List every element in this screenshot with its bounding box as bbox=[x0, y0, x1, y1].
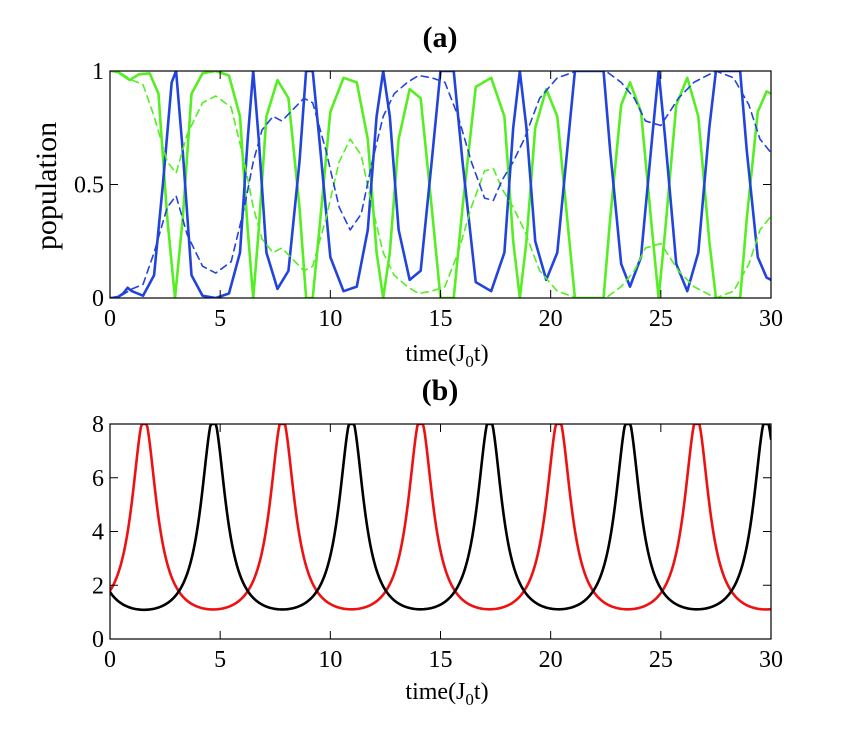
panel-a-series-green-solid bbox=[110, 71, 771, 298]
panel-b-xlabel: time(J0t) bbox=[405, 679, 488, 709]
panel-b-ytick-label: 8 bbox=[92, 412, 104, 438]
panel-b-xtick-label: 5 bbox=[214, 647, 226, 673]
panel-a-xtick-label: 10 bbox=[318, 306, 342, 332]
panel-a-series bbox=[110, 71, 771, 298]
panel-a-xtick-label: 20 bbox=[539, 306, 563, 332]
panel-a-series-green-dashed bbox=[110, 71, 771, 298]
panel-b-ytick-label: 6 bbox=[92, 466, 104, 492]
panel-b-ytick-label: 4 bbox=[92, 520, 104, 546]
panel-a-xtick-label: 5 bbox=[214, 306, 226, 332]
panel-a-xlabel: time(J0t) bbox=[405, 341, 488, 371]
panel-a-ytick-label: 0.5 bbox=[74, 173, 104, 199]
panel-a-series-blue-dashed bbox=[110, 71, 771, 298]
panel-b-title: (b) bbox=[422, 374, 459, 407]
panel-b-xtick-label: 20 bbox=[539, 647, 563, 673]
panel-a-ticks: 0 5 10 15 20 25 30 0 0.5 1 bbox=[74, 59, 783, 332]
panel-b-axes-box bbox=[109, 423, 772, 640]
panel-a-xtick-label: 15 bbox=[429, 306, 453, 332]
panel-b-xtick-label: 25 bbox=[649, 647, 673, 673]
panel-a-ylabel: population bbox=[30, 122, 63, 250]
panel-b-ytick-label: 2 bbox=[92, 573, 104, 599]
panel-b-series bbox=[110, 424, 771, 612]
panel-b-xtick-label: 0 bbox=[104, 647, 116, 673]
panel-a-xtick-label: 0 bbox=[104, 306, 116, 332]
panel-a-ytick-label: 1 bbox=[92, 59, 104, 85]
panel-a-axes-box bbox=[109, 70, 772, 299]
panel-a-xtick-label: 25 bbox=[649, 306, 673, 332]
panel-b-xtick-label: 30 bbox=[759, 647, 783, 673]
panel-a-series-blue-solid bbox=[110, 71, 771, 298]
panel-a-ytick-label: 0 bbox=[92, 286, 104, 312]
panel-a-title: (a) bbox=[423, 21, 458, 54]
panel-b-xtick-label: 10 bbox=[318, 647, 342, 673]
panel-a-xtick-label: 30 bbox=[759, 306, 783, 332]
panel-b-series-black bbox=[110, 424, 771, 612]
panel-b: (b) 0 5 10 15 20 25 30 0 2 4 6 8 time(J0t) bbox=[92, 374, 783, 709]
panel-b-ticks: 0 5 10 15 20 25 30 0 2 4 6 8 bbox=[92, 412, 783, 673]
panel-b-ytick-label: 0 bbox=[92, 627, 104, 653]
panel-b-series-red bbox=[110, 424, 771, 611]
panel-a: (a) 0 5 10 15 20 25 30 0 0.5 1 time(J0t) populati… bbox=[30, 21, 783, 371]
panel-b-xtick-label: 15 bbox=[429, 647, 453, 673]
